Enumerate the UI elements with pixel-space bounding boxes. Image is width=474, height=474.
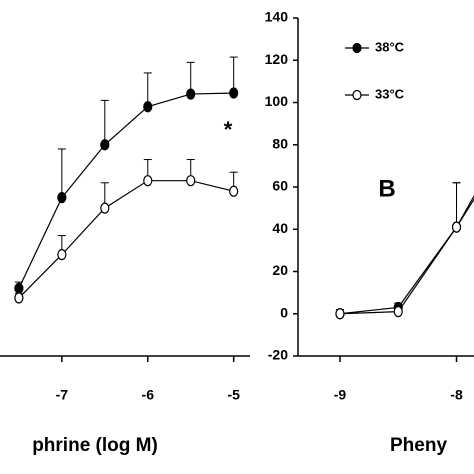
legend-label: 38°C (375, 39, 405, 54)
point (229, 185, 239, 197)
point (57, 191, 67, 204)
y-tick-label: 140 (265, 9, 289, 25)
x-axis-label: Pheny (390, 435, 447, 456)
annotation: * (224, 117, 233, 142)
legend-label: 33°C (375, 86, 405, 101)
point (100, 139, 110, 151)
y-tick-label: 120 (265, 51, 289, 67)
point (57, 249, 67, 261)
series-line (18, 180, 234, 299)
x-tick-label: -6 (142, 387, 155, 403)
plot (14, 56, 239, 304)
point (229, 87, 239, 99)
point (100, 202, 110, 214)
point (335, 308, 345, 320)
point (451, 221, 462, 233)
legend-marker (352, 42, 362, 54)
plot (335, 182, 474, 320)
point (14, 292, 24, 304)
series-line (339, 198, 474, 315)
point (14, 282, 24, 294)
x-axis-label: phrine (log M) (32, 435, 158, 456)
point (143, 101, 153, 113)
y-tick-label: 20 (272, 262, 288, 278)
y-tick-label: 80 (272, 135, 288, 151)
point (143, 175, 153, 187)
y-tick-label: 40 (272, 220, 288, 236)
legend-marker (352, 89, 362, 101)
x-tick-label: -9 (334, 387, 347, 403)
x-tick-label: -7 (56, 387, 69, 403)
annotation: B (378, 175, 395, 202)
y-tick-label: -20 (268, 347, 288, 363)
x-tick-label: -5 (227, 387, 240, 403)
point (186, 175, 196, 187)
series-line (339, 194, 474, 315)
point (186, 88, 196, 100)
point (393, 306, 403, 318)
y-tick-label: 100 (265, 93, 289, 109)
y-tick-label: 0 (280, 304, 288, 320)
x-tick-label: -8 (450, 387, 463, 403)
y-tick-label: 60 (272, 178, 288, 194)
series-line (18, 92, 234, 289)
